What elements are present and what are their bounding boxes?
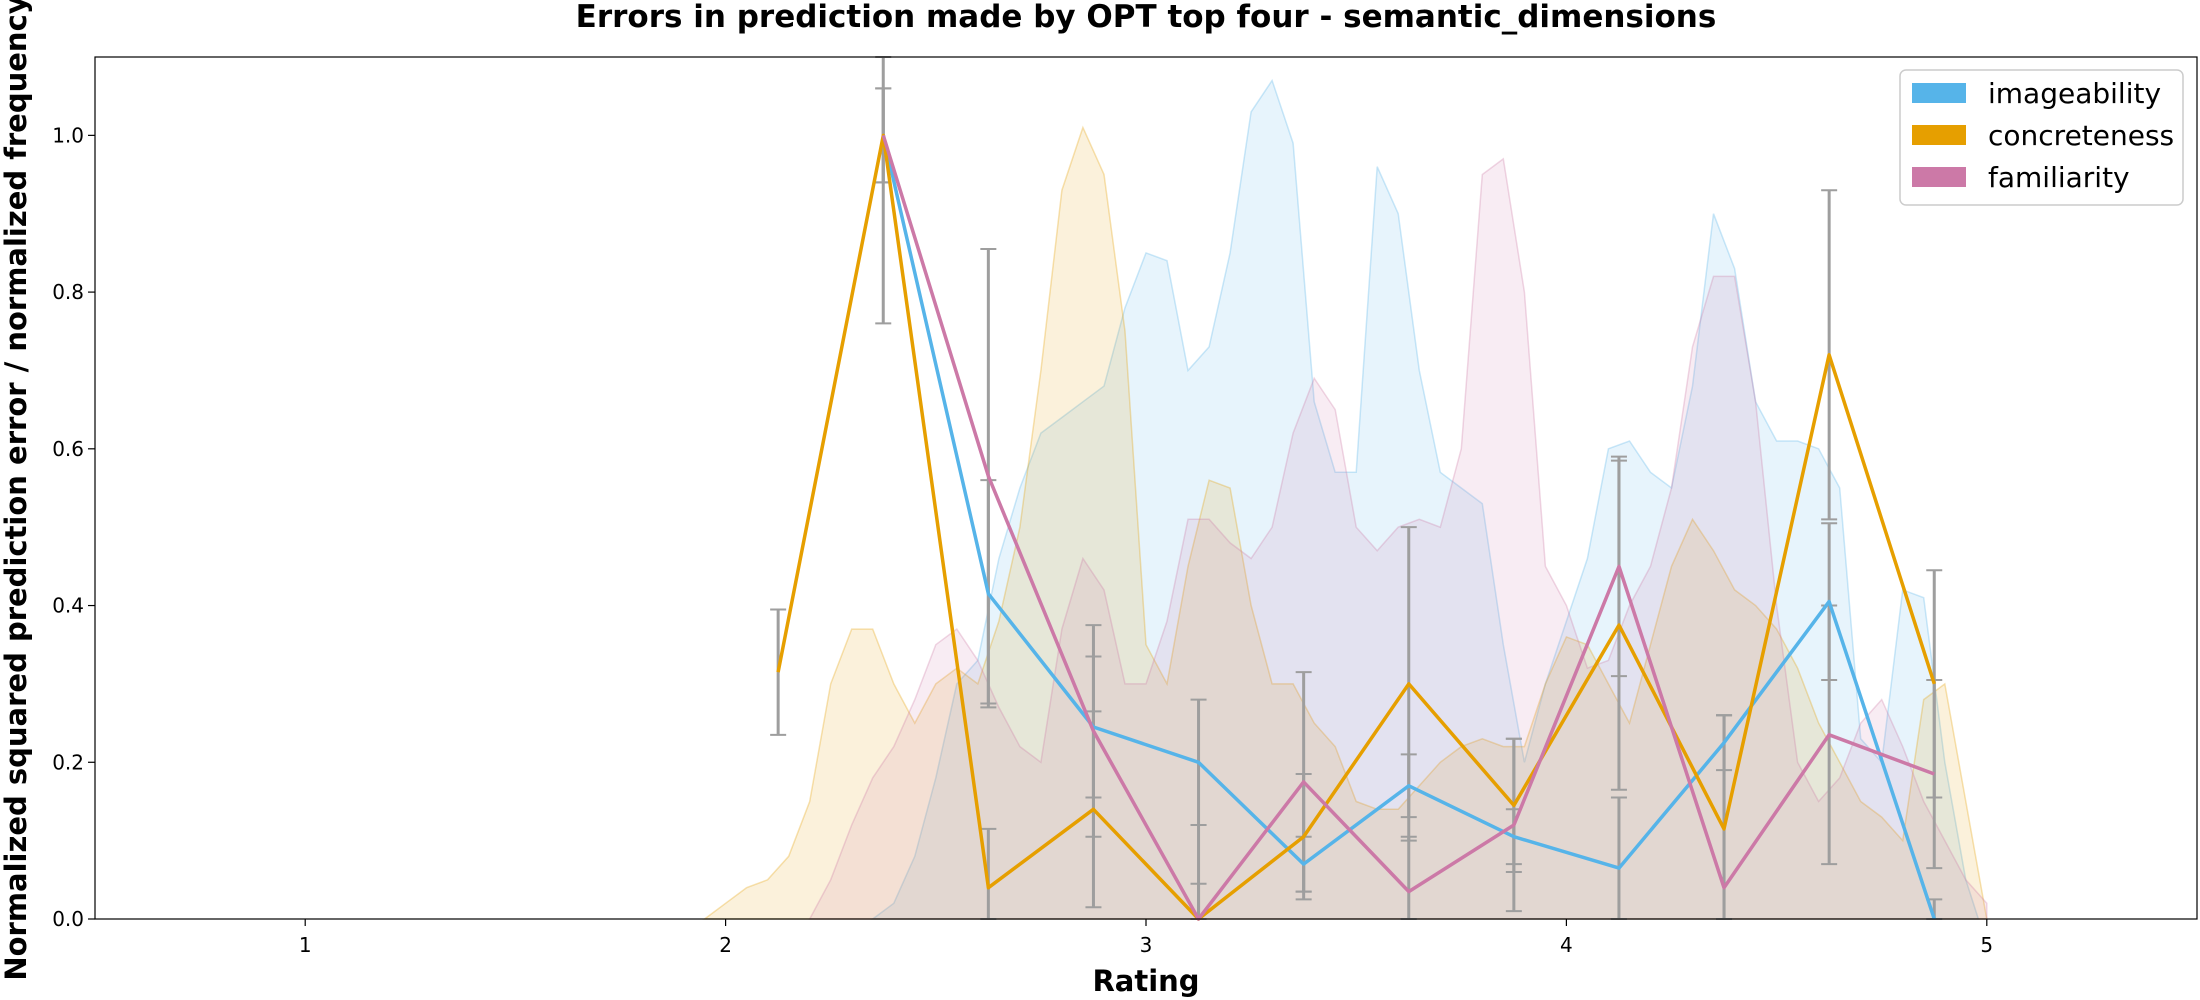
area-imageability bbox=[870, 78, 1980, 920]
legend-label-concreteness: concreteness bbox=[1988, 119, 2174, 152]
line-familiarity bbox=[881, 134, 1935, 921]
series-lines bbox=[776, 133, 1936, 921]
legend-swatch-imageability bbox=[1912, 83, 1966, 103]
x-tick-label: 1 bbox=[299, 933, 312, 957]
x-tick-label: 5 bbox=[1980, 933, 1993, 957]
y-tick-label: 0.6 bbox=[52, 437, 84, 461]
y-axis-label: Normalized squared prediction error / no… bbox=[0, 0, 33, 981]
y-tick-label: 0.0 bbox=[52, 907, 84, 931]
y-tick-label: 1.0 bbox=[52, 123, 84, 147]
x-axis-label: Rating bbox=[1092, 964, 1199, 998]
y-tick-label: 0.4 bbox=[52, 594, 84, 618]
frequency-areas bbox=[702, 78, 1988, 920]
y-axis-ticks: 0.0 0.2 0.4 0.6 0.8 1.0 bbox=[52, 123, 95, 931]
error-bar-familiarity bbox=[875, 56, 892, 325]
y-tick-label: 0.2 bbox=[52, 750, 84, 774]
y-tick-label: 0.8 bbox=[52, 280, 84, 304]
line-concreteness bbox=[776, 133, 1936, 921]
legend-swatch-concreteness bbox=[1912, 125, 1966, 145]
legend-swatch-familiarity bbox=[1912, 167, 1966, 187]
legend-label-imageability: imageability bbox=[1988, 77, 2161, 110]
x-tick-label: 4 bbox=[1560, 933, 1573, 957]
x-axis-ticks: 1 2 3 4 5 bbox=[299, 919, 1993, 957]
legend-box bbox=[1899, 69, 2184, 206]
x-tick-label: 2 bbox=[719, 933, 732, 957]
x-tick-label: 3 bbox=[1140, 933, 1153, 957]
line-imageability bbox=[881, 135, 1936, 920]
chart-title: Errors in prediction made by OPT top fou… bbox=[576, 0, 1717, 35]
legend-label-familiarity: familiarity bbox=[1988, 161, 2130, 194]
legend: imageability concreteness familiarity bbox=[1899, 69, 2184, 206]
